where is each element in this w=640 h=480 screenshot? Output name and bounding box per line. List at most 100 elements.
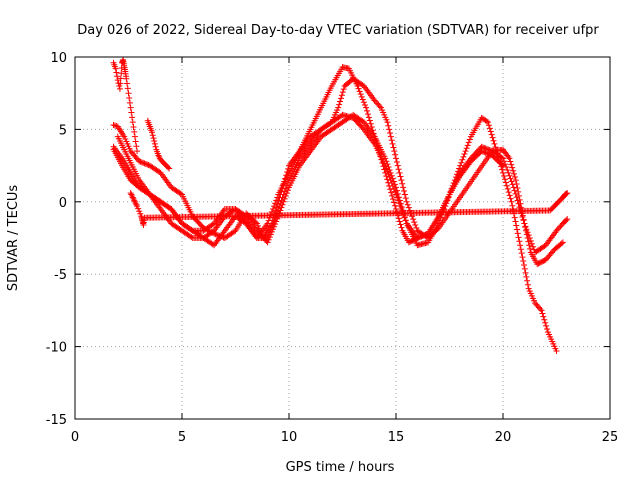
x-tick-label: 10 bbox=[281, 430, 298, 445]
data-point bbox=[525, 232, 532, 239]
data-point bbox=[364, 111, 371, 118]
data-point bbox=[137, 158, 144, 165]
data-point bbox=[271, 203, 278, 210]
data-point bbox=[458, 159, 465, 166]
data-point bbox=[388, 137, 395, 144]
data-point bbox=[491, 140, 498, 147]
data-point bbox=[487, 128, 494, 135]
data-point bbox=[418, 233, 425, 240]
data-point bbox=[384, 168, 391, 175]
data-point bbox=[209, 228, 216, 235]
data-point bbox=[537, 305, 544, 312]
data-point bbox=[359, 96, 366, 103]
data-point bbox=[124, 80, 131, 87]
data-point bbox=[335, 104, 342, 111]
data-point bbox=[391, 188, 398, 195]
data-point bbox=[564, 216, 571, 223]
data-point bbox=[272, 200, 279, 207]
y-tick-label: -5 bbox=[54, 268, 67, 283]
data-point bbox=[374, 100, 381, 107]
data-points bbox=[110, 56, 571, 354]
data-point bbox=[389, 192, 396, 199]
data-point bbox=[359, 82, 366, 89]
data-point bbox=[462, 148, 469, 155]
data-point bbox=[124, 85, 131, 92]
data-point bbox=[276, 203, 283, 210]
data-point bbox=[541, 243, 548, 250]
data-point bbox=[510, 167, 517, 174]
data-point bbox=[534, 303, 541, 310]
data-point bbox=[274, 194, 281, 201]
data-point bbox=[165, 164, 172, 171]
data-point bbox=[393, 206, 399, 213]
data-point bbox=[388, 189, 395, 196]
data-point bbox=[336, 101, 343, 108]
data-point bbox=[526, 242, 533, 249]
data-point bbox=[391, 148, 398, 155]
data-point bbox=[464, 142, 471, 149]
data-point bbox=[514, 226, 521, 233]
data-point bbox=[512, 177, 519, 184]
data-point bbox=[337, 98, 344, 105]
data-point bbox=[274, 208, 281, 215]
data-point bbox=[395, 215, 402, 222]
data-point bbox=[528, 240, 535, 247]
data-point bbox=[398, 224, 405, 231]
data-point bbox=[145, 162, 152, 169]
data-point bbox=[231, 228, 238, 235]
data-point bbox=[390, 196, 397, 203]
data-point bbox=[516, 238, 523, 245]
data-point bbox=[504, 185, 511, 192]
data-point bbox=[277, 200, 284, 207]
data-point bbox=[166, 205, 173, 212]
data-point bbox=[388, 179, 395, 186]
data-point bbox=[141, 160, 148, 167]
data-point bbox=[413, 224, 420, 231]
data-point bbox=[363, 107, 370, 114]
data-point bbox=[515, 192, 522, 199]
data-point bbox=[114, 73, 121, 80]
data-point bbox=[461, 151, 468, 158]
data-point bbox=[515, 188, 522, 195]
data-point bbox=[508, 198, 515, 205]
data-point bbox=[366, 117, 373, 124]
y-tick-label: 10 bbox=[50, 51, 67, 66]
data-point bbox=[284, 179, 291, 186]
data-point bbox=[522, 223, 529, 230]
data-point bbox=[524, 229, 531, 236]
data-point bbox=[149, 132, 156, 139]
data-point bbox=[505, 169, 512, 176]
y-tick-label: 0 bbox=[59, 196, 67, 211]
data-point bbox=[177, 190, 184, 197]
data-point bbox=[268, 223, 275, 230]
data-point bbox=[389, 140, 396, 147]
data-point bbox=[264, 235, 271, 241]
data-point bbox=[507, 158, 514, 165]
data-point bbox=[539, 310, 546, 317]
data-point bbox=[394, 162, 401, 169]
data-point bbox=[405, 204, 412, 211]
data-point bbox=[500, 169, 506, 176]
data-point bbox=[392, 151, 399, 158]
series-track-g bbox=[127, 190, 571, 228]
data-point bbox=[151, 140, 158, 147]
y-tick-label: 5 bbox=[59, 123, 67, 138]
data-point bbox=[517, 200, 524, 207]
data-point bbox=[280, 191, 287, 198]
data-point bbox=[125, 90, 132, 97]
data-point bbox=[393, 158, 400, 165]
data-point bbox=[265, 232, 272, 239]
data-point bbox=[400, 184, 407, 191]
data-point bbox=[553, 227, 560, 234]
data-point bbox=[267, 226, 274, 233]
data-point bbox=[465, 139, 472, 146]
data-point bbox=[382, 162, 389, 169]
x-tick-label: 0 bbox=[71, 430, 79, 445]
data-point bbox=[521, 261, 528, 268]
data-point bbox=[508, 178, 515, 185]
data-point bbox=[118, 70, 125, 77]
data-point bbox=[131, 198, 138, 205]
data-point bbox=[128, 191, 135, 198]
data-point bbox=[527, 237, 534, 244]
data-point bbox=[412, 221, 419, 228]
